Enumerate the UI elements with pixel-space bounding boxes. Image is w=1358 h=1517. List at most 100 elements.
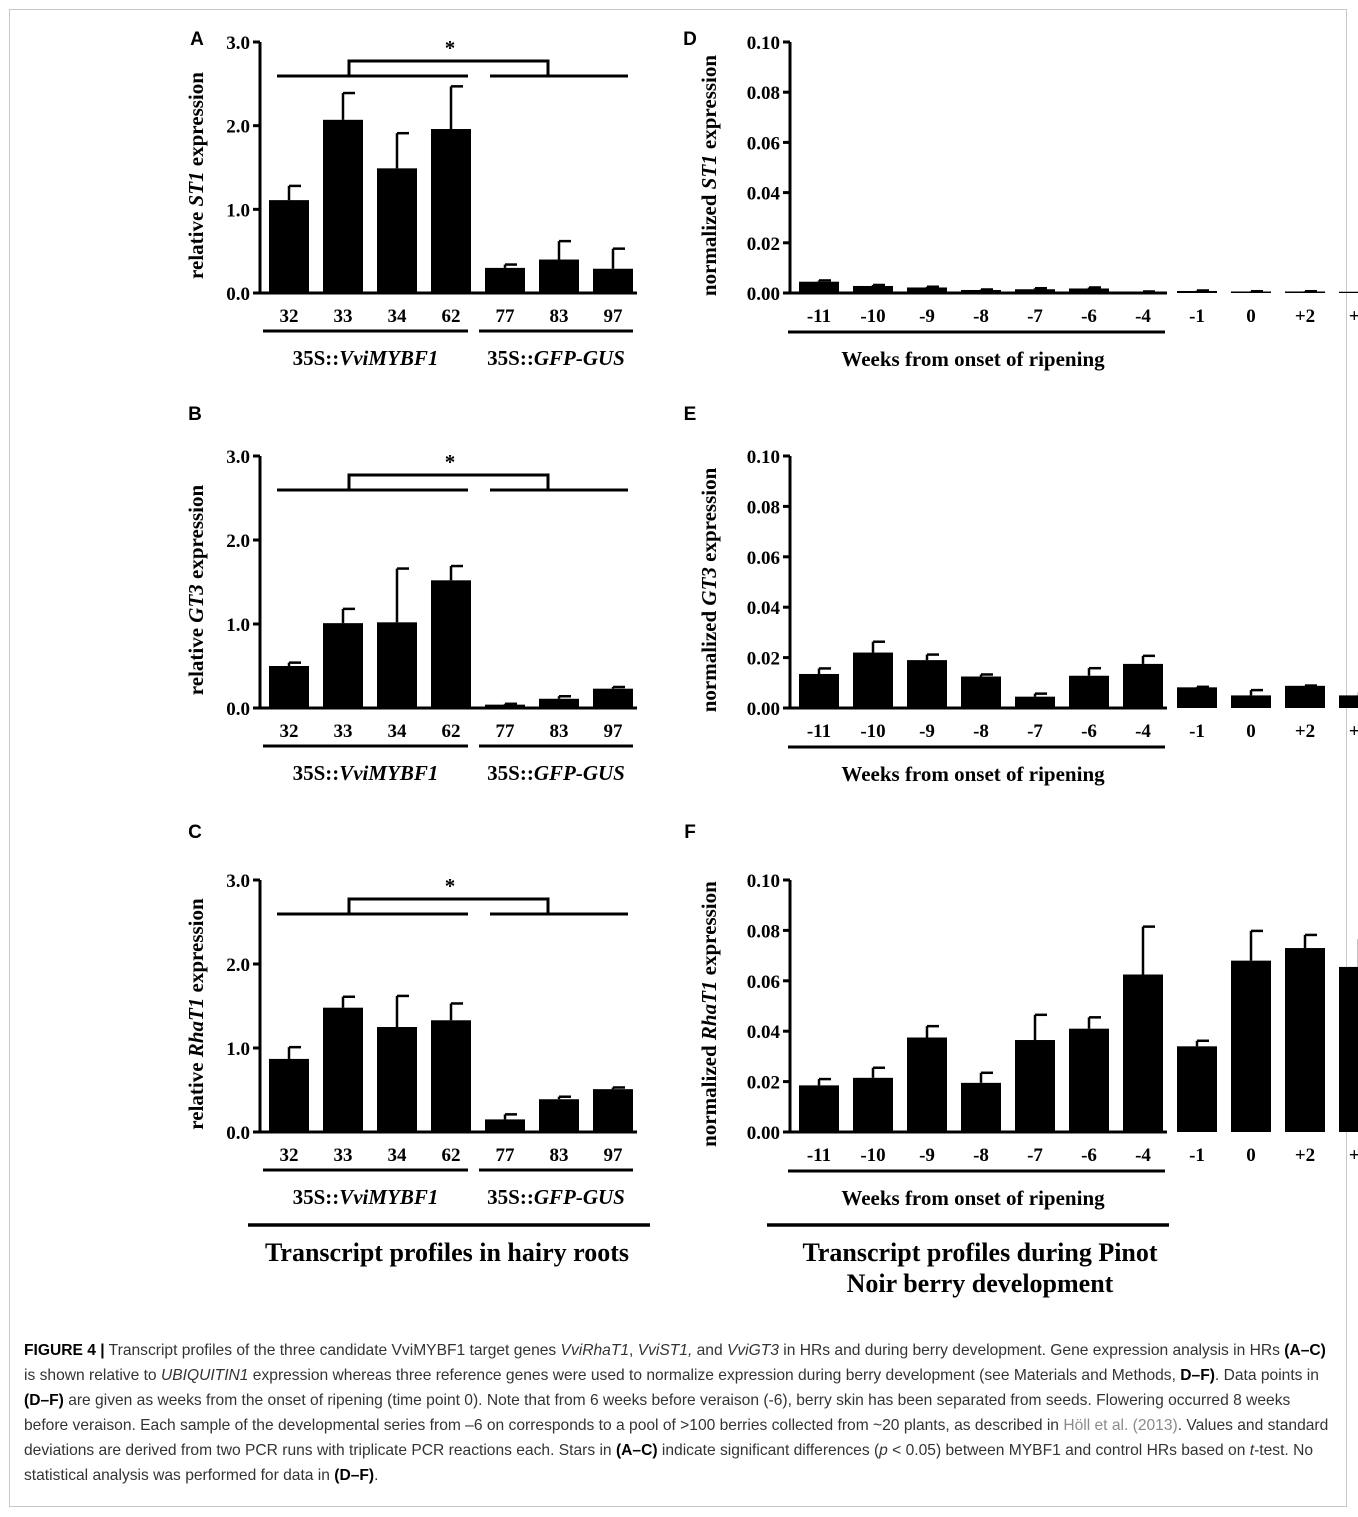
bar--10 xyxy=(853,285,893,293)
label-part: normalized xyxy=(697,606,721,713)
bar-83 xyxy=(539,698,579,708)
caption-text: VviRhaT1 xyxy=(560,1342,630,1359)
bar-+4 xyxy=(1339,291,1358,293)
x-tick-label-97: 97 xyxy=(604,721,624,742)
figure-frame xyxy=(9,9,1347,1507)
y-tick-label: 3.0 xyxy=(226,447,250,468)
bar-97 xyxy=(593,688,633,708)
x-tick-label-34: 34 xyxy=(388,306,408,327)
y-axis-label: relative GT3 expression xyxy=(184,484,208,695)
significance-star: * xyxy=(445,874,456,898)
caption-text: is shown relative to xyxy=(24,1367,161,1384)
label-part: normalized xyxy=(697,1040,721,1147)
section-title-left: Transcript profiles in hairy roots xyxy=(265,1238,629,1267)
caption-text: and xyxy=(692,1342,727,1359)
x-tick-label-34: 34 xyxy=(388,721,408,742)
bar-77 xyxy=(485,267,525,293)
x-tick-label-97: 97 xyxy=(604,306,624,327)
x-tick-label--7: -7 xyxy=(1027,306,1043,327)
figure-caption: FIGURE 4 | Transcript profiles of the th… xyxy=(24,1338,1336,1488)
caption-text: indicate significant differences ( xyxy=(657,1442,880,1459)
bar--10 xyxy=(853,1077,893,1132)
significance-star: * xyxy=(445,450,456,474)
sig-bracket xyxy=(347,897,550,914)
y-axis-label: normalized GT3 expression xyxy=(697,467,721,712)
label-part: GT3 xyxy=(697,567,721,606)
y-tick-label: 0.10 xyxy=(747,447,780,468)
x-tick-label--6: -6 xyxy=(1081,721,1097,742)
caption-text: . Data points in xyxy=(1214,1367,1319,1384)
x-tick-label--9: -9 xyxy=(919,306,935,327)
x-tick-label--11: -11 xyxy=(807,721,831,742)
x-tick-label--7: -7 xyxy=(1027,1145,1043,1166)
x-tick-label--4: -4 xyxy=(1135,306,1151,327)
bar-97 xyxy=(593,1089,633,1132)
panel-letter-C: C xyxy=(188,822,202,843)
bar-33 xyxy=(323,623,363,708)
bar--9 xyxy=(907,1037,947,1132)
x-tick-label--6: -6 xyxy=(1081,306,1097,327)
caption-text: , xyxy=(629,1342,638,1359)
x-tick-label-83: 83 xyxy=(550,306,569,327)
caption-reference-link[interactable]: Höll et al. (2013) xyxy=(1063,1417,1178,1434)
x-tick-label-77: 77 xyxy=(496,721,516,742)
x-tick-label--4: -4 xyxy=(1135,1145,1151,1166)
bar--4 xyxy=(1123,974,1163,1132)
x-tick-label-33: 33 xyxy=(334,306,353,327)
y-tick-label: 0.08 xyxy=(747,921,780,942)
y-tick-label: 0.10 xyxy=(747,33,780,54)
x-tick-label-+4: +4 xyxy=(1349,721,1358,742)
y-tick-label: 0.00 xyxy=(747,1123,780,1144)
label-part: expression xyxy=(697,881,721,981)
label-part: expression xyxy=(184,72,208,172)
caption-text: D–F) xyxy=(1180,1367,1215,1384)
x-tick-label--1: -1 xyxy=(1189,1145,1205,1166)
bar--10 xyxy=(853,652,893,708)
bar--6 xyxy=(1069,1028,1109,1132)
label-part: relative xyxy=(184,1057,208,1130)
significance-star: * xyxy=(445,36,456,60)
bar-83 xyxy=(539,1099,579,1132)
y-tick-label: 2.0 xyxy=(226,117,250,138)
label-part: normalized xyxy=(697,189,721,296)
x-axis-label: Weeks from onset of ripening xyxy=(841,1186,1105,1210)
x-tick-label--10: -10 xyxy=(860,1145,885,1166)
x-tick-label-0: 0 xyxy=(1246,1145,1256,1166)
x-tick-label-34: 34 xyxy=(388,1145,408,1166)
y-tick-label: 0.04 xyxy=(747,1022,781,1043)
bar--8 xyxy=(961,676,1001,708)
x-tick-label-+2: +2 xyxy=(1295,721,1315,742)
bar--7 xyxy=(1015,1040,1055,1132)
label-part: GT3 xyxy=(184,584,208,623)
x-tick-label-32: 32 xyxy=(280,306,299,327)
bar-0 xyxy=(1231,695,1271,708)
y-tick-label: 0.0 xyxy=(226,1123,250,1144)
bar--1 xyxy=(1177,290,1217,293)
bar-32 xyxy=(269,200,309,293)
x-tick-label-33: 33 xyxy=(334,721,353,742)
x-tick-label-33: 33 xyxy=(334,1145,353,1166)
label-part: RhaT1 xyxy=(697,981,721,1042)
bar-62 xyxy=(431,1020,471,1132)
caption-text: VviST1, xyxy=(637,1342,693,1359)
x-tick-label--9: -9 xyxy=(919,721,935,742)
bar-+2 xyxy=(1285,948,1325,1132)
bar--7 xyxy=(1015,289,1055,293)
bar-33 xyxy=(323,1007,363,1132)
x-tick-label--11: -11 xyxy=(807,306,831,327)
x-tick-label-77: 77 xyxy=(496,1145,516,1166)
y-tick-label: 0.06 xyxy=(747,133,780,154)
y-tick-label: 0.08 xyxy=(747,497,780,518)
x-tick-label--10: -10 xyxy=(860,306,885,327)
bar--6 xyxy=(1069,675,1109,708)
panel-letter-E: E xyxy=(684,404,697,425)
x-tick-label--1: -1 xyxy=(1189,306,1205,327)
bar--9 xyxy=(907,660,947,708)
y-tick-label: 0.10 xyxy=(747,871,780,892)
label-part: 35S:: xyxy=(487,346,534,370)
caption-text: < 0.05) between MYBF1 and control HRs ba… xyxy=(887,1442,1250,1459)
x-tick-label-+4: +4 xyxy=(1349,1145,1358,1166)
bar-+4 xyxy=(1339,966,1358,1132)
bar-62 xyxy=(431,580,471,708)
